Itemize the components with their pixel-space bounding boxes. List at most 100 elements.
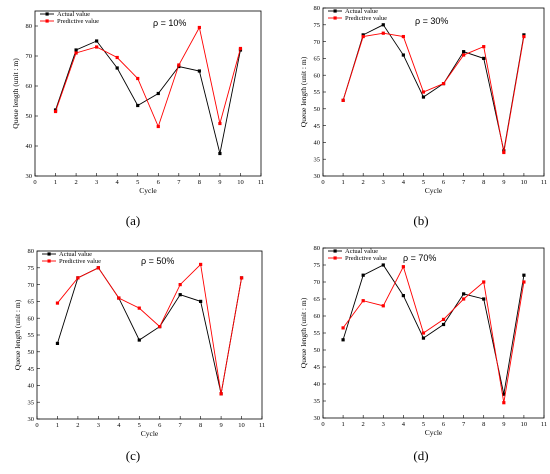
x-axis-label: Cycle [139,186,157,195]
y-tick-label: 75 [314,262,321,269]
y-tick-label: 60 [314,313,321,320]
y-axis-label: Queue length (unit : m) [299,56,308,127]
rho-annotation: ρ = 70% [403,253,436,263]
x-tick-label: 8 [482,421,485,428]
plot-frame [36,250,263,420]
data-point-predictive [401,265,405,269]
data-point-predictive [421,90,426,94]
data-point-actual [55,341,60,345]
data-point-actual [482,56,486,60]
data-point-predictive [462,53,466,57]
data-point-actual [199,299,203,303]
data-point-predictive [341,326,345,330]
data-point-predictive [136,76,140,81]
data-point-predictive [199,262,203,267]
legend-marker-predictive [333,16,337,20]
data-point-predictive [117,296,121,300]
data-point-predictive [239,276,244,280]
rho-annotation: ρ = 10% [153,18,186,28]
x-tick-label: 6 [442,179,446,186]
chart-panel-d: 0 1 2 3 4 5 6 7 8 9 10 113035404550556065707580Cycl… [299,245,547,463]
x-tick-label: 10 [521,421,528,428]
data-point-actual [462,50,466,54]
y-tick-label: 50 [28,349,35,356]
x-tick-label: 3 [382,179,385,186]
y-tick-label: 75 [314,22,321,29]
x-axis-label: Cycle [425,186,443,195]
data-point-actual [136,103,140,108]
series-line-actual [342,264,525,395]
data-point-predictive [76,276,80,280]
y-tick-label: 40 [26,143,33,150]
x-tick-label: 5 [422,421,425,428]
data-point-predictive [341,98,345,102]
data-point-predictive [177,63,181,67]
x-tick-label: 11 [258,179,264,186]
legend-marker-actual [45,12,49,16]
data-point-actual [421,336,426,340]
series-line-predictive [342,32,525,153]
y-tick-label: 55 [314,330,321,337]
y-tick-label: 40 [314,140,321,147]
data-point-predictive [361,299,365,303]
x-tick-label: 1 [341,421,344,428]
y-tick-label: 80 [314,5,321,12]
y-tick-label: 60 [314,72,321,79]
data-point-predictive [482,45,486,49]
data-point-actual [218,151,222,156]
data-point-predictive [502,150,506,155]
x-tick-label: 4 [116,179,120,186]
x-tick-label: 8 [199,422,202,429]
legend-label-predictive: Predictive value [345,15,387,22]
data-point-predictive [156,124,160,129]
x-tick-label: 5 [138,422,141,429]
x-tick-label: 0 [321,179,324,186]
data-point-actual [361,273,365,277]
data-point-actual [361,33,365,37]
y-tick-label: 70 [28,282,35,289]
data-point-predictive [238,46,243,51]
x-tick-label: 6 [158,422,162,429]
data-point-actual [441,322,446,327]
panel-caption: (b) [413,213,428,228]
x-tick-label: 9 [502,179,505,186]
panel-caption: (c) [126,448,140,463]
data-point-predictive [482,280,486,284]
plot-frame [322,7,545,177]
x-tick-label: 8 [482,179,485,186]
x-tick-label: 11 [259,422,265,429]
x-tick-label: 2 [362,421,365,428]
data-point-predictive [522,280,526,284]
data-point-actual [156,91,160,96]
y-tick-label: 55 [28,332,35,339]
plot-frame [322,247,545,419]
x-tick-label: 0 [321,421,324,428]
y-tick-label: 40 [314,381,321,388]
y-tick-label: 70 [26,53,33,60]
x-tick-label: 1 [54,179,57,186]
data-point-actual [95,39,99,43]
series-line-predictive [55,26,241,128]
x-tick-label: 0 [35,422,38,429]
data-point-actual [522,273,526,277]
y-tick-label: 30 [314,173,321,180]
plot-frame [34,10,262,177]
y-tick-label: 45 [28,366,35,373]
chart-panel-a: 0 1 2 3 4 5 6 7 8 9 10 11 30 40 50 60 70 80 Cycle Queue len… [11,10,264,228]
legend-label-predictive: Predictive value [59,258,101,265]
x-tick-label: 11 [541,421,547,428]
data-point-actual [74,48,78,52]
series-line-predictive [57,263,242,394]
data-point-predictive [462,297,466,301]
data-point-predictive [55,301,60,305]
y-tick-label: 50 [314,106,321,113]
x-tick-label: 7 [179,422,183,429]
x-tick-label: 4 [402,421,406,428]
legend-marker-actual [333,249,337,253]
data-point-predictive [53,109,58,114]
x-tick-label: 3 [97,422,100,429]
data-point-actual [381,263,385,267]
data-point-predictive [95,45,99,49]
legend-label-predictive: Predictive value [345,255,387,262]
